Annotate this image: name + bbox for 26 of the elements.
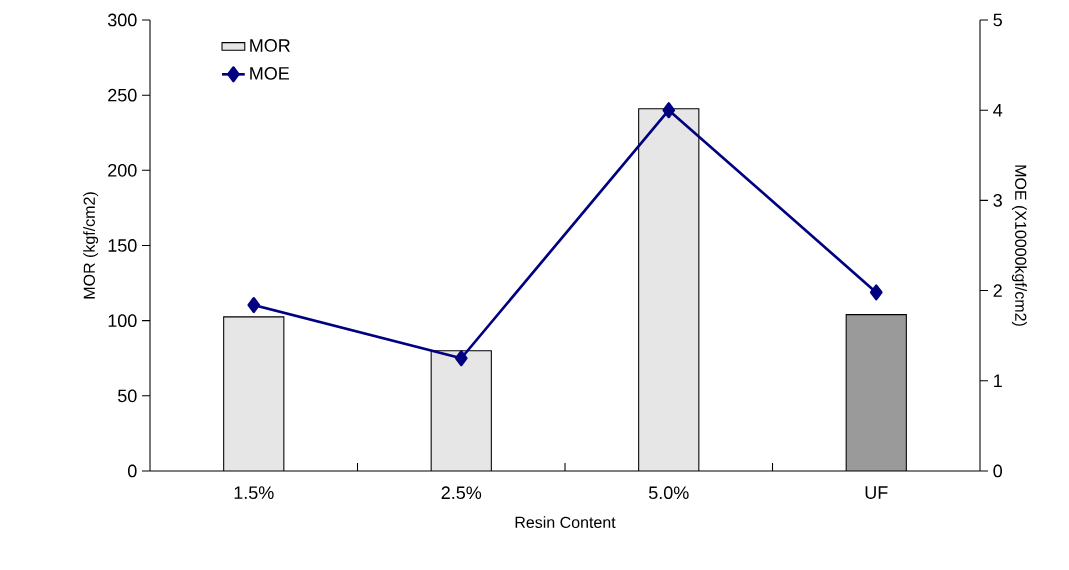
x-tick-label: 2.5% <box>441 486 482 500</box>
x-tick-label: 1.5% <box>234 486 274 500</box>
x-axis-title: Resin Content <box>515 516 616 528</box>
y2-tick-label: 2 <box>993 284 1002 297</box>
y2-tick-label: 1 <box>994 374 1002 387</box>
point <box>662 102 676 119</box>
y2-tick-label: 3 <box>993 194 1002 207</box>
point <box>247 297 261 314</box>
y-tick-label: 0 <box>128 464 137 478</box>
legend-label: MOR <box>250 39 290 52</box>
x-tick-label: 5.0% <box>648 486 689 500</box>
y-tick-label: 100 <box>108 314 137 328</box>
y2-tick-label: 4 <box>993 104 1003 117</box>
y2-axis-title: MOE (X10000kgf/cm2) <box>1011 165 1027 326</box>
point <box>454 350 468 367</box>
legend-label: MOE <box>250 67 289 80</box>
point <box>869 284 883 301</box>
y-tick-label: 300 <box>107 13 137 27</box>
y-tick-label: 250 <box>108 88 137 102</box>
x-tick-label: UF <box>865 486 888 499</box>
y-axis-title: MOR (kgf/cm2) <box>83 192 99 299</box>
y-tick-label: 50 <box>117 389 137 403</box>
y-tick-label: 200 <box>108 163 137 177</box>
y2-tick-label: 0 <box>993 464 1003 478</box>
y-tick-label: 150 <box>108 239 137 252</box>
y2-tick-label: 5 <box>993 13 1002 27</box>
